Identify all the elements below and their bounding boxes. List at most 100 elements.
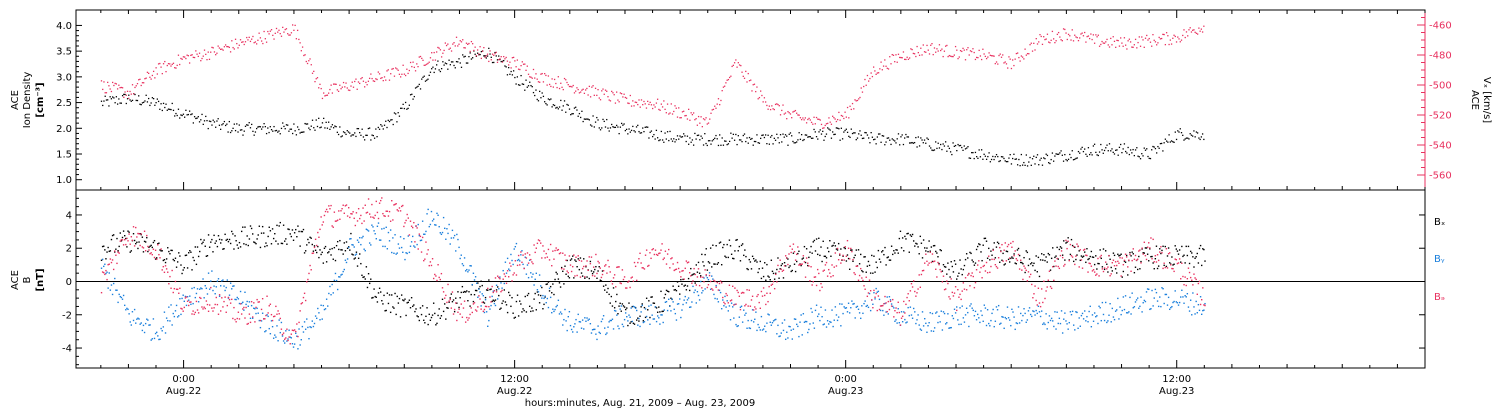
- data-point: [553, 293, 555, 296]
- data-point: [783, 261, 786, 264]
- data-point: [999, 160, 1001, 162]
- data-point: [1151, 289, 1153, 292]
- data-point: [649, 131, 651, 133]
- data-point: [1168, 43, 1170, 46]
- data-point: [803, 321, 806, 323]
- data-point: [670, 310, 672, 312]
- data-point: [660, 103, 663, 105]
- data-point: [172, 109, 175, 112]
- data-point: [351, 244, 353, 246]
- data-point: [1102, 270, 1105, 273]
- data-point: [1034, 269, 1036, 272]
- data-point: [704, 133, 706, 135]
- data-point: [456, 319, 458, 322]
- data-point: [873, 255, 875, 257]
- data-point: [107, 263, 109, 266]
- data-point: [676, 261, 679, 264]
- data-point: [546, 256, 549, 258]
- data-point: [787, 110, 789, 113]
- data-point: [665, 112, 667, 114]
- data-point: [1090, 265, 1093, 267]
- data-point: [684, 135, 686, 137]
- data-point: [527, 262, 530, 264]
- data-point: [1168, 262, 1171, 264]
- data-point: [984, 55, 987, 58]
- data-point: [196, 309, 199, 311]
- data-point: [1080, 148, 1082, 150]
- data-point: [810, 266, 812, 268]
- data-point: [943, 145, 946, 147]
- data-point: [360, 134, 362, 136]
- data-point: [717, 301, 720, 303]
- data-point: [672, 263, 674, 265]
- data-point: [178, 252, 180, 254]
- data-point: [309, 58, 311, 60]
- data-point: [736, 325, 738, 328]
- data-point: [893, 250, 895, 252]
- data-point: [701, 253, 703, 256]
- data-point: [130, 236, 133, 238]
- data-point: [872, 303, 874, 305]
- data-point: [1010, 242, 1012, 244]
- data-point: [840, 325, 842, 327]
- data-point: [426, 79, 428, 81]
- data-point: [1091, 270, 1094, 272]
- density-tick-label: 1.0: [56, 175, 72, 186]
- data-point: [838, 111, 840, 114]
- data-point: [844, 111, 846, 113]
- data-point: [658, 108, 660, 111]
- data-point: [743, 309, 745, 311]
- data-point: [1117, 253, 1119, 256]
- data-point: [724, 255, 726, 257]
- data-point: [544, 296, 546, 298]
- data-point: [1111, 262, 1114, 264]
- data-point: [1158, 147, 1160, 149]
- data-point: [505, 56, 507, 59]
- data-point: [1020, 261, 1022, 264]
- data-point: [165, 70, 167, 73]
- data-point: [596, 338, 598, 341]
- data-point: [577, 88, 579, 91]
- data-point: [540, 294, 542, 297]
- data-point: [169, 275, 171, 278]
- data-point: [1077, 245, 1079, 247]
- data-point: [912, 307, 915, 310]
- data-point: [920, 329, 923, 331]
- data-point: [997, 242, 1000, 245]
- data-point: [1055, 153, 1057, 155]
- data-point: [1090, 250, 1093, 253]
- data-point: [449, 298, 451, 301]
- data-point: [750, 79, 752, 81]
- data-point: [459, 40, 461, 42]
- data-point: [990, 319, 992, 322]
- data-point: [754, 260, 756, 262]
- velocity-tick-label: -540: [1429, 141, 1452, 152]
- data-point: [344, 132, 346, 134]
- data-point: [311, 72, 314, 74]
- data-point: [470, 58, 473, 60]
- b-ylabel-line2: B: [22, 276, 33, 283]
- data-point: [912, 280, 915, 282]
- data-point: [1086, 254, 1088, 257]
- b-ylabel-line3: [nT]: [35, 268, 46, 291]
- data-point: [525, 79, 527, 81]
- data-point: [192, 56, 194, 59]
- data-point: [1066, 323, 1068, 325]
- data-point: [252, 316, 254, 318]
- data-point: [939, 268, 941, 271]
- data-point: [612, 328, 615, 330]
- data-point: [624, 287, 627, 289]
- data-point: [1049, 319, 1052, 322]
- data-point: [114, 250, 116, 252]
- data-point: [1107, 150, 1109, 152]
- data-point: [449, 297, 451, 299]
- data-point: [1093, 271, 1096, 273]
- data-point: [910, 235, 913, 238]
- data-point: [1203, 309, 1205, 311]
- data-point: [526, 86, 528, 88]
- data-point: [894, 61, 896, 63]
- data-point: [1173, 141, 1175, 144]
- data-point: [879, 133, 881, 135]
- data-point: [367, 272, 370, 275]
- data-point: [669, 112, 671, 114]
